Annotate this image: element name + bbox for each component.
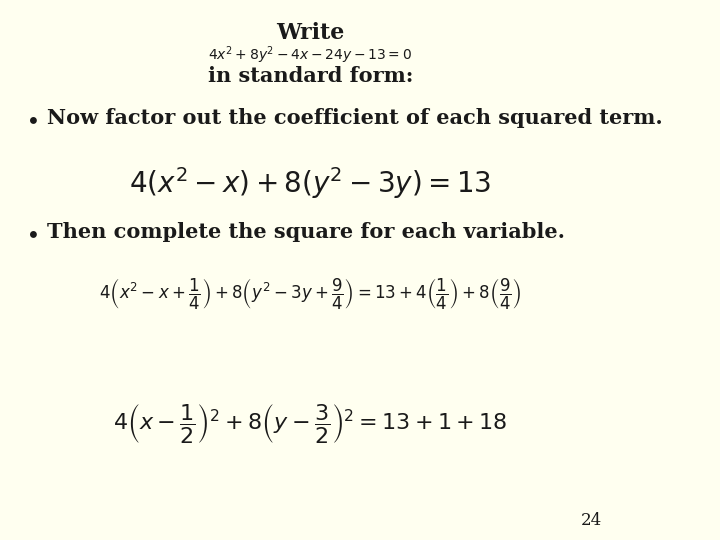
- Text: $4(x^2-x)+8(y^2-3y)=13$: $4(x^2-x)+8(y^2-3y)=13$: [129, 165, 491, 200]
- Text: $4\left(x-\dfrac{1}{2}\right)^{2}+8\left(y-\dfrac{3}{2}\right)^{2}=13+1+18$: $4\left(x-\dfrac{1}{2}\right)^{2}+8\left…: [113, 402, 508, 446]
- Text: $\bullet$: $\bullet$: [24, 108, 37, 131]
- Text: $4x^2+8y^2-4x-24y-13=0$: $4x^2+8y^2-4x-24y-13=0$: [208, 44, 413, 66]
- Text: in standard form:: in standard form:: [207, 66, 413, 86]
- Text: 24: 24: [580, 512, 602, 529]
- Text: Write: Write: [276, 22, 344, 44]
- Text: Now factor out the coefficient of each squared term.: Now factor out the coefficient of each s…: [47, 108, 662, 128]
- Text: Then complete the square for each variable.: Then complete the square for each variab…: [47, 222, 564, 242]
- Text: $4\left(x^2-x+\dfrac{1}{4}\right)+8\left(y^2-3y+\dfrac{9}{4}\right)=13+4\left(\d: $4\left(x^2-x+\dfrac{1}{4}\right)+8\left…: [99, 276, 521, 312]
- Text: $\bullet$: $\bullet$: [24, 222, 37, 246]
